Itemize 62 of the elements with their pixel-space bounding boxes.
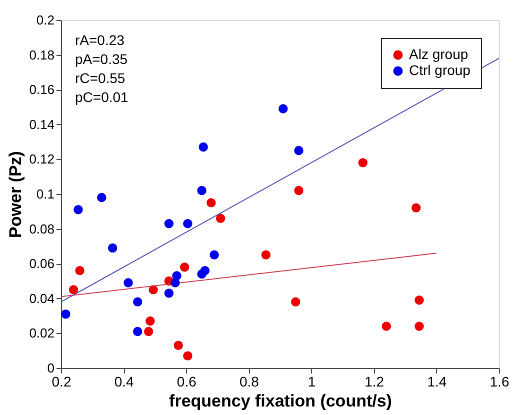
point bbox=[183, 351, 192, 360]
point bbox=[278, 104, 288, 114]
point bbox=[174, 340, 183, 350]
point bbox=[144, 326, 154, 336]
y-tick-label: 0.16 bbox=[29, 82, 54, 98]
point bbox=[61, 309, 70, 319]
point bbox=[216, 214, 226, 223]
point bbox=[164, 288, 174, 298]
x-tick-label: 1.4 bbox=[427, 374, 447, 390]
x-axis-title: frequency fixation (count/s) bbox=[169, 392, 392, 410]
x-tick-label: 0.6 bbox=[176, 374, 197, 390]
y-tick-label: 0.14 bbox=[29, 116, 54, 132]
point bbox=[124, 278, 133, 288]
point bbox=[206, 198, 216, 208]
point bbox=[183, 218, 192, 228]
point bbox=[294, 146, 304, 156]
point bbox=[261, 250, 271, 260]
y-axis-title: Power (Pz) bbox=[6, 151, 26, 238]
y-tick-label: 0.02 bbox=[29, 326, 54, 341]
y-tick-label: 0.12 bbox=[29, 152, 54, 167]
x-tick-label: 1 bbox=[308, 374, 316, 390]
y-tick-label: 0.2 bbox=[36, 12, 54, 28]
x-tick-label: 0.4 bbox=[114, 374, 134, 390]
point bbox=[291, 297, 300, 306]
annotation: pC=0.01 bbox=[75, 89, 129, 105]
annotation: pA=0.35 bbox=[75, 51, 128, 67]
y-tick-label: 0.18 bbox=[29, 47, 54, 62]
point bbox=[74, 205, 83, 214]
annotation: rC=0.55 bbox=[75, 70, 126, 86]
point bbox=[210, 250, 219, 260]
point bbox=[200, 266, 210, 276]
point bbox=[68, 285, 78, 294]
point bbox=[180, 262, 190, 272]
point bbox=[108, 243, 118, 253]
point bbox=[414, 296, 424, 305]
point bbox=[198, 142, 208, 152]
y-tick-label: 0 bbox=[47, 360, 54, 376]
point bbox=[358, 158, 368, 168]
point bbox=[294, 186, 304, 196]
point bbox=[172, 271, 182, 280]
point bbox=[148, 285, 158, 294]
x-tick-label: 0.2 bbox=[52, 374, 72, 390]
annotation: rA=0.23 bbox=[75, 32, 125, 48]
point bbox=[411, 203, 421, 213]
y-tick-label: 0.08 bbox=[29, 221, 54, 236]
point bbox=[97, 192, 106, 202]
y-tick-label: 0.06 bbox=[29, 256, 54, 272]
point bbox=[146, 316, 155, 326]
x-tick-label: 0.8 bbox=[239, 374, 260, 390]
y-tick-label: 0.04 bbox=[29, 290, 54, 306]
y-tick-label: 0.1 bbox=[36, 186, 54, 202]
point bbox=[164, 218, 174, 228]
point bbox=[197, 186, 206, 196]
x-tick-label: 1.6 bbox=[490, 374, 510, 390]
point bbox=[414, 322, 424, 331]
x-tick-label: 1.2 bbox=[364, 374, 384, 390]
point bbox=[75, 266, 84, 276]
legend-label: Ctrl group bbox=[409, 62, 471, 78]
point bbox=[382, 322, 391, 331]
point bbox=[133, 326, 142, 336]
legend-label: Alz group bbox=[409, 46, 468, 62]
point bbox=[133, 297, 142, 306]
